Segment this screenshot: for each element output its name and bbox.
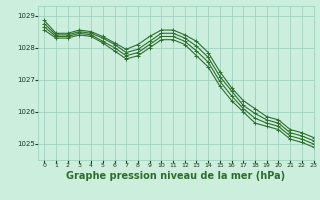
X-axis label: Graphe pression niveau de la mer (hPa): Graphe pression niveau de la mer (hPa) <box>67 171 285 181</box>
